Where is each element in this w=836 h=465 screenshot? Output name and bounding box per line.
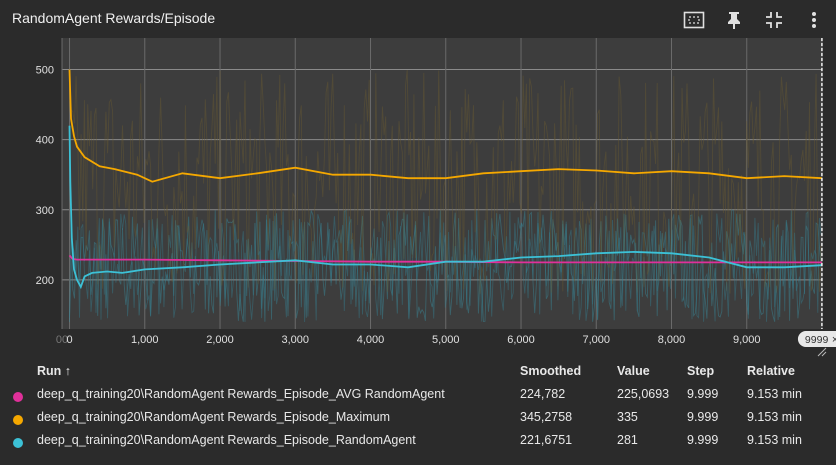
x-tick-label: 5,000 bbox=[432, 334, 460, 346]
y-tick-label: 300 bbox=[36, 205, 54, 217]
table-row[interactable]: deep_q_training20\RandomAgent Rewards_Ep… bbox=[0, 387, 836, 410]
run-name: deep_q_training20\RandomAgent Rewards_Ep… bbox=[37, 433, 416, 447]
run-name: deep_q_training20\RandomAgent Rewards_Ep… bbox=[37, 410, 390, 424]
run-color-dot bbox=[13, 438, 23, 448]
x-tick-label: 4,000 bbox=[357, 334, 385, 346]
run-relative: 9.153 min bbox=[747, 410, 802, 424]
series-line-1[interactable] bbox=[68, 69, 822, 183]
x-tick-label: 3,000 bbox=[282, 334, 310, 346]
x-tick-label: 9,000 bbox=[733, 334, 761, 346]
run-color-dot bbox=[13, 392, 23, 402]
step-cursor-badge[interactable] bbox=[797, 331, 836, 347]
run-smoothed: 221,6751 bbox=[520, 433, 573, 447]
raw-trace-randomagent bbox=[69, 209, 822, 323]
x-tick-label: 1,000 bbox=[131, 334, 159, 346]
run-value: 281 bbox=[617, 433, 638, 447]
fit-domain-icon bbox=[683, 11, 705, 29]
run-value: 225,0693 bbox=[617, 387, 670, 401]
table-header: Run ↑ Smoothed Value Step Relative bbox=[0, 364, 836, 387]
series-line-0[interactable] bbox=[68, 254, 822, 264]
collapse-icon bbox=[766, 12, 782, 28]
card-title: RandomAgent Rewards/Episode bbox=[12, 10, 216, 26]
line-chart[interactable]: 200 300 400 500 000 1,000 2,000 3,000 4,000 5,00… bbox=[0, 38, 836, 360]
more-options-button[interactable] bbox=[800, 6, 828, 34]
run-value: 335 bbox=[617, 410, 638, 424]
close-icon[interactable]: × bbox=[832, 334, 836, 346]
run-step: 9.999 bbox=[687, 410, 719, 424]
col-smoothed[interactable]: Smoothed bbox=[520, 364, 582, 378]
x-tick-label: 8,000 bbox=[658, 334, 686, 346]
y-tick-label: 500 bbox=[36, 65, 54, 77]
run-smoothed: 224,782 bbox=[520, 387, 566, 401]
pin-icon bbox=[728, 12, 740, 29]
more-vert-icon bbox=[812, 12, 816, 28]
col-value[interactable]: Value bbox=[617, 364, 650, 378]
raw-trace-randomagent bbox=[69, 209, 822, 323]
fit-domain-button[interactable] bbox=[680, 6, 708, 34]
run-step: 9.999 bbox=[687, 387, 719, 401]
run-relative: 9.153 min bbox=[747, 387, 802, 401]
x-tick-label: 6,000 bbox=[507, 334, 535, 346]
y-tick-label: 400 bbox=[36, 135, 54, 147]
run-step: 9.999 bbox=[687, 433, 719, 447]
step-cursor-label: 9999 bbox=[805, 334, 829, 346]
table-row[interactable]: deep_q_training20\RandomAgent Rewards_Ep… bbox=[0, 410, 836, 433]
run-color-dot bbox=[13, 415, 23, 425]
x-tick-label: 2,000 bbox=[206, 334, 234, 346]
pin-button[interactable] bbox=[720, 6, 748, 34]
col-relative[interactable]: Relative bbox=[747, 364, 795, 378]
table-row[interactable]: deep_q_training20\RandomAgent Rewards_Ep… bbox=[0, 433, 836, 456]
raw-trace-maximum bbox=[69, 69, 822, 294]
series-line-2[interactable] bbox=[68, 125, 822, 290]
y-tick-label: 200 bbox=[36, 275, 54, 287]
run-relative: 9.153 min bbox=[747, 433, 802, 447]
card-toolbar bbox=[680, 6, 828, 34]
run-name: deep_q_training20\RandomAgent Rewards_Ep… bbox=[37, 387, 445, 401]
plot-area bbox=[62, 38, 822, 329]
resize-handle-icon[interactable] bbox=[817, 347, 827, 357]
x-tick-label: 7,000 bbox=[582, 334, 610, 346]
x-tick-label: 0 bbox=[66, 334, 72, 346]
x-tick-label: 00 bbox=[56, 334, 68, 346]
col-run[interactable]: Run ↑ bbox=[37, 364, 72, 378]
run-smoothed: 345,2758 bbox=[520, 410, 573, 424]
col-step[interactable]: Step bbox=[687, 364, 715, 378]
collapse-button[interactable] bbox=[760, 6, 788, 34]
